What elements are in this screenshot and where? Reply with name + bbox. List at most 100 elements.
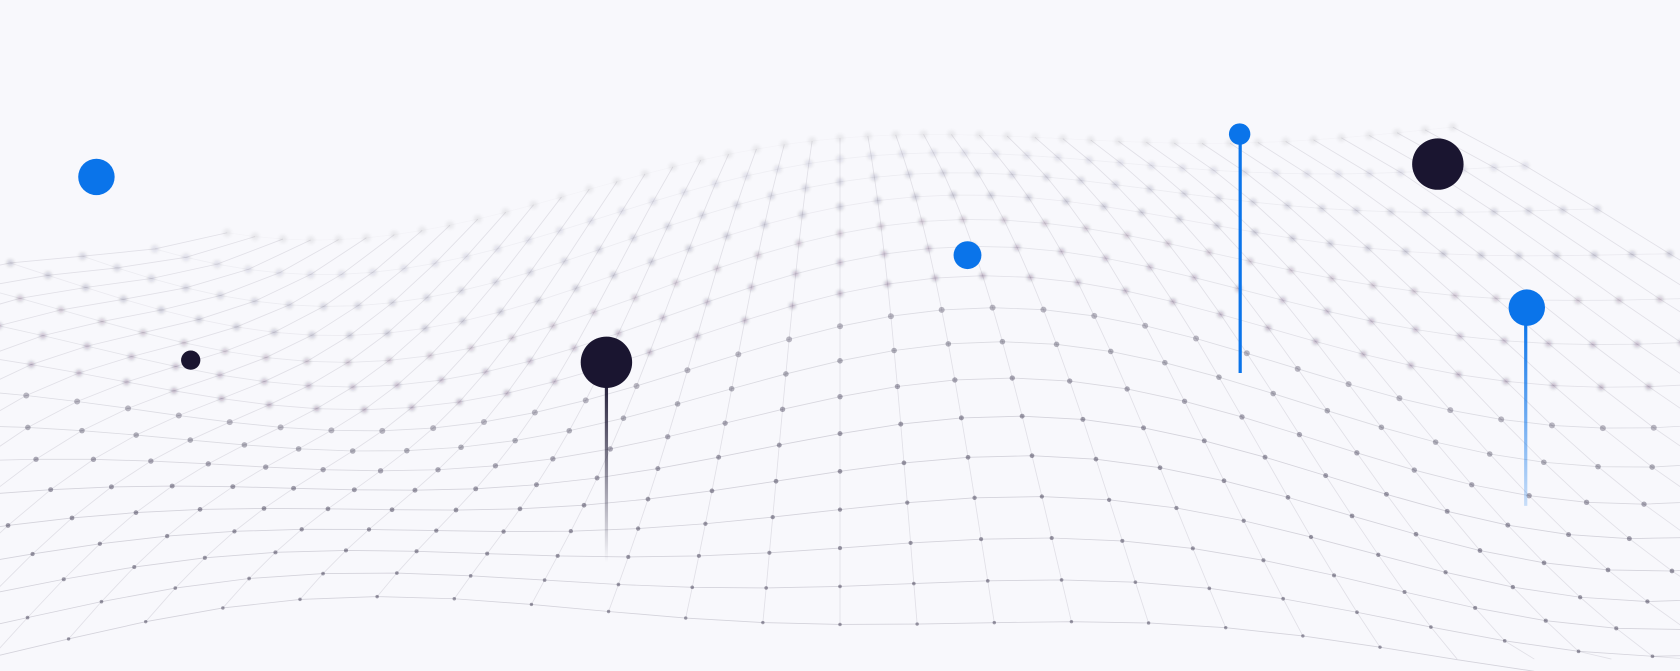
mesh-dot [1209, 166, 1218, 175]
mesh-dot [979, 272, 986, 279]
mesh-dot [887, 313, 894, 320]
mesh-dot [1502, 639, 1507, 643]
mesh-dot [680, 188, 689, 197]
mesh-dot [1589, 341, 1597, 348]
mesh-dot [457, 286, 465, 295]
mesh-dot [989, 304, 996, 311]
mesh-dot [1142, 322, 1149, 329]
mesh-row [0, 496, 1680, 602]
mesh-dot [139, 329, 147, 337]
mesh-dot [1217, 311, 1224, 318]
mesh-dot [182, 253, 190, 262]
mesh-dot [1170, 138, 1179, 148]
mesh-column [685, 144, 785, 619]
mesh-dot [735, 351, 742, 358]
mesh-row [0, 415, 1680, 540]
mesh-dot [1279, 296, 1287, 304]
mesh-dot [1281, 137, 1290, 146]
mesh-dot [262, 354, 270, 361]
mesh-dot [133, 432, 139, 438]
mesh-dot [23, 392, 30, 399]
mesh-dot [1365, 169, 1374, 178]
mesh-dot [752, 145, 761, 154]
mesh-dot [550, 456, 556, 462]
mesh-dot [1510, 584, 1515, 590]
mesh-dot [485, 551, 490, 556]
mesh-dot [1524, 207, 1533, 215]
mesh-dot [266, 401, 273, 408]
mesh-dot [1368, 317, 1375, 325]
mesh-dot [640, 169, 650, 179]
mesh-dot [320, 466, 326, 473]
mesh-dot [1180, 189, 1188, 198]
mesh-dot [837, 431, 843, 437]
mesh-dot [1270, 390, 1276, 397]
mesh-dot [874, 196, 882, 205]
mesh-dot [1378, 645, 1382, 649]
mesh-dot [1008, 170, 1016, 179]
mesh-dot [837, 358, 843, 364]
mesh-dot [1633, 340, 1641, 348]
blue-dot [1228, 123, 1251, 145]
mesh-dot [836, 203, 844, 211]
mesh-dot [884, 280, 891, 288]
mesh-dot [1595, 463, 1601, 470]
mesh-dot [570, 344, 578, 352]
mesh-dot [801, 184, 810, 192]
mesh-dot [696, 156, 705, 165]
mesh-column [608, 148, 757, 612]
mesh-dot [1272, 169, 1280, 178]
mesh-column [1006, 135, 1304, 637]
mesh-column [951, 134, 1149, 624]
mesh-dot [1574, 297, 1582, 304]
mesh-dot [1614, 626, 1619, 631]
mesh-dot [987, 191, 995, 199]
mesh-dot [1669, 568, 1675, 574]
mesh-dot [299, 527, 304, 532]
mesh-dot [1402, 247, 1410, 256]
mesh-dot [1288, 234, 1297, 242]
mesh-dot [473, 214, 482, 224]
mesh-dot [1285, 495, 1291, 500]
mesh-dot [83, 342, 91, 350]
mesh-dot [250, 297, 259, 305]
mesh-column [1424, 129, 1680, 286]
mesh-dot [1114, 137, 1123, 146]
mesh-dot [1583, 499, 1590, 505]
mesh-dot [534, 482, 539, 488]
mesh-dot [1102, 254, 1110, 262]
mesh-dot [346, 331, 354, 340]
mesh-dot [1058, 248, 1065, 255]
mesh-dot [1626, 536, 1632, 542]
mesh-dot [789, 302, 796, 309]
mesh-dot [1369, 281, 1377, 289]
mesh-dot [39, 332, 47, 339]
mesh-column [0, 239, 311, 326]
mesh-dot [1456, 332, 1464, 340]
mesh-dot [90, 456, 97, 463]
mesh-dot [325, 506, 331, 512]
mesh-dot [709, 488, 715, 494]
mesh-dot [435, 467, 441, 473]
mesh-dot [170, 387, 178, 394]
mesh-dot [1157, 465, 1163, 471]
mesh-dot [1009, 375, 1015, 381]
mesh-dot [1053, 341, 1060, 348]
mesh-dot [113, 264, 121, 272]
mesh-dot [1448, 123, 1457, 132]
mesh-dot [133, 510, 139, 515]
mesh-dot [836, 259, 844, 266]
mesh-dot [1162, 359, 1168, 366]
mesh-dot [375, 594, 379, 599]
mesh-dot [616, 582, 621, 587]
blue-dot [78, 158, 115, 196]
mesh-dot [838, 584, 842, 589]
mesh-dot [308, 331, 316, 339]
mesh-dot [728, 385, 735, 392]
mesh-dot [529, 602, 534, 607]
mesh-dot [458, 444, 464, 451]
mesh-dot [414, 549, 419, 554]
mesh-dot [1365, 131, 1374, 140]
